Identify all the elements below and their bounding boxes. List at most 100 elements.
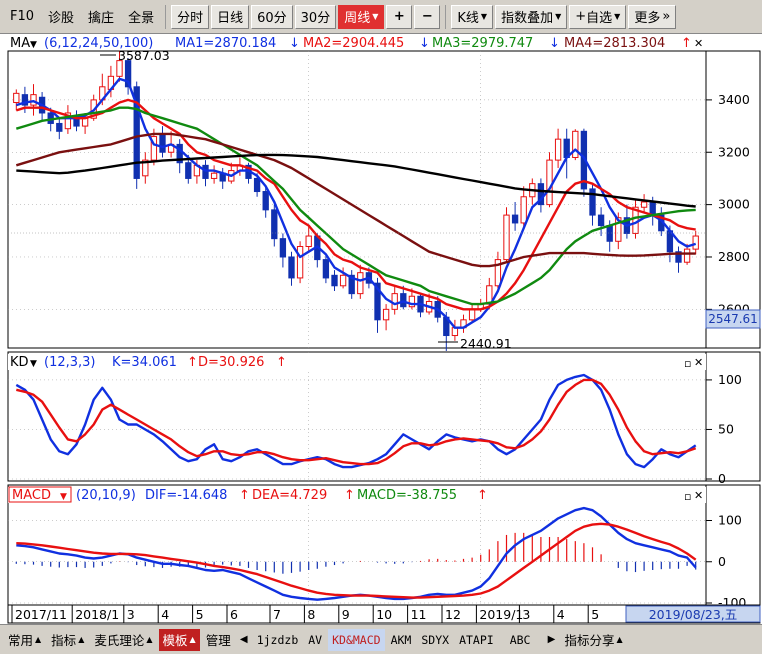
arrow-right-icon[interactable]: ▶ <box>547 634 556 645</box>
y-tick-label: 3400 <box>718 92 750 107</box>
kd-legend-name[interactable]: KD <box>10 355 29 370</box>
candle-down <box>511 214 519 224</box>
ma2-line <box>15 98 696 311</box>
candle-up <box>391 293 398 310</box>
macd-params: (20,10,9) <box>76 488 136 503</box>
weekly-button[interactable]: 周线 ▼ <box>338 4 385 29</box>
intraday-button[interactable]: 分时 <box>171 4 210 29</box>
zoom-in-button[interactable]: + <box>386 4 413 29</box>
chevron-down-icon[interactable]: ▼ <box>60 492 67 502</box>
candle-up <box>692 235 699 250</box>
candle-up <box>468 308 476 321</box>
index-overlay-button[interactable]: 指数叠加 ▼ <box>495 4 568 29</box>
kline-button[interactable]: K线 ▼ <box>451 4 494 29</box>
kd-panel[interactable]: 100 50 0 KD ▼ (12,3,3) K=34.061 ↑ D=30.926… <box>7 351 761 486</box>
candle-up <box>615 217 622 242</box>
indicator-share-tab[interactable]: 指标分享 ▲ <box>560 629 626 651</box>
candle-down <box>537 183 545 206</box>
f10-button[interactable]: F10 <box>10 9 35 24</box>
x-tick-label: 3 <box>522 607 530 622</box>
close-icon[interactable]: ✕ <box>694 37 703 50</box>
daily-button[interactable]: 日线 <box>211 4 250 29</box>
arrow-left-icon[interactable]: ◀ <box>239 634 248 645</box>
indicator-kd-macd[interactable]: KD&MACD <box>328 628 385 651</box>
current-date-label: 2019/08/23,五 <box>649 607 738 622</box>
candle-down <box>124 60 132 88</box>
toolbar-divider <box>445 4 447 29</box>
chevron-down-icon[interactable]: ▼ <box>30 40 37 50</box>
60min-button[interactable]: 60分 <box>251 4 293 29</box>
candle-down <box>288 256 295 279</box>
watchlist-button[interactable]: + 自选 ▼ <box>569 4 627 29</box>
chevron-down-icon[interactable]: ▼ <box>30 359 37 369</box>
indicator-sdyx[interactable]: SDYX <box>421 632 450 647</box>
kd-k-value: K=34.061 <box>112 355 177 370</box>
ma-legend-name[interactable]: MA <box>10 36 30 51</box>
kd-lines <box>15 373 697 469</box>
mai-theory-label: 麦氏理论 <box>94 633 145 648</box>
x-tick-label: 2017/11 <box>15 607 67 622</box>
template-tab[interactable]: 模板 ▲ <box>158 628 200 651</box>
candle-up <box>520 196 527 224</box>
current-price-label: 2547.61 <box>708 312 758 326</box>
candle-down <box>400 293 407 308</box>
candle-up <box>357 272 364 295</box>
kd-legend: KD ▼ (12,3,3) K=34.061 ↑ D=30.926 ↑ ▫ ✕ <box>8 354 706 370</box>
kd-grid <box>8 352 706 481</box>
price-ma-lines <box>15 77 697 329</box>
candle-up <box>305 235 312 248</box>
indicator-tab[interactable]: 指标 ▲ <box>47 629 88 651</box>
zoom-out-button[interactable]: − <box>414 4 441 29</box>
capture-button[interactable]: 擒庄 <box>88 11 115 26</box>
manage-tab[interactable]: 管理 <box>205 633 231 648</box>
close-icon[interactable]: ✕ <box>694 489 703 502</box>
watchlist-label: + <box>575 9 587 24</box>
toolbar-divider <box>165 4 167 29</box>
current-price-box <box>705 309 761 329</box>
candle-down <box>348 274 355 295</box>
chevron-down-icon: ▼ <box>614 12 621 21</box>
macd-macd-arrow: ↑ <box>477 488 488 503</box>
panorama-button[interactable]: 全景 <box>128 11 155 26</box>
more-label: 更多 <box>634 11 661 26</box>
indicator-1jzdzb[interactable]: 1jzdzb <box>256 632 299 647</box>
candle-up <box>408 295 416 308</box>
macd-legend-name[interactable]: MACD <box>12 488 51 503</box>
low-label: 2440.91 <box>460 336 512 351</box>
indicator-atapi[interactable]: ATAPI <box>459 632 494 647</box>
candle-down <box>279 238 287 258</box>
x-tick-label: 2019/1 <box>479 607 523 622</box>
ma3-arrow: ↓ <box>549 36 560 51</box>
diagnose-button[interactable]: 诊股 <box>48 11 75 26</box>
candle-up <box>640 201 648 208</box>
ma1-arrow: ↓ <box>289 36 300 51</box>
indicator-av[interactable]: AV <box>308 632 323 647</box>
kd-y-axis: 100 50 0 <box>706 372 742 486</box>
macd-legend-box[interactable] <box>8 486 72 503</box>
window-icon[interactable]: ▫ <box>684 357 691 370</box>
y-tick-label: 0 <box>718 554 726 569</box>
y-tick-label: 3000 <box>718 197 750 212</box>
x-tick-label: 8 <box>307 607 315 622</box>
window-icon[interactable]: ▫ <box>684 490 691 503</box>
kd-k-arrow: ↑ <box>187 355 198 370</box>
candle-down <box>322 259 330 279</box>
indicator-abc[interactable]: ABC <box>509 632 531 647</box>
close-icon[interactable]: ✕ <box>694 356 703 369</box>
common-tab[interactable]: 常用 ▲ <box>4 629 45 651</box>
candle-up <box>150 136 158 161</box>
ma3-line <box>15 106 696 306</box>
more-button[interactable]: 更多» <box>628 4 677 29</box>
chevron-up-icon: ▲ <box>146 635 153 644</box>
ma5-line <box>16 153 696 208</box>
ma4-line <box>15 132 696 268</box>
mai-theory-tab[interactable]: 麦氏理论 ▲ <box>90 629 156 651</box>
indicator-akm[interactable]: AKM <box>390 632 412 647</box>
y-tick-label: 2800 <box>718 249 750 264</box>
x-tick-label: 4 <box>557 607 565 622</box>
30min-button[interactable]: 30分 <box>294 4 337 29</box>
high-label: 3587.03 <box>118 48 170 63</box>
